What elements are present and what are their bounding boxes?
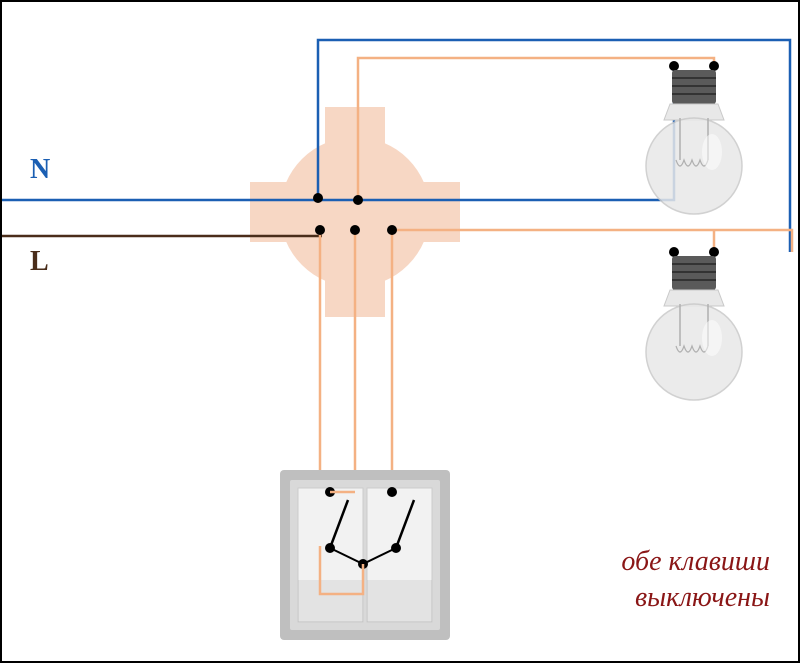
wiring-diagram: N Lобе клавиши выключены — [0, 0, 800, 663]
junction-node — [350, 225, 360, 235]
junction-node — [313, 193, 323, 203]
caption-line2: выключены — [635, 582, 770, 613]
junction-node — [315, 225, 325, 235]
junction-node — [353, 195, 363, 205]
live-label: L — [30, 246, 49, 277]
double-switch — [280, 470, 450, 640]
caption-line1: обе клавиши — [621, 546, 770, 577]
neutral-label: N — [30, 154, 50, 185]
junction-node — [387, 225, 397, 235]
